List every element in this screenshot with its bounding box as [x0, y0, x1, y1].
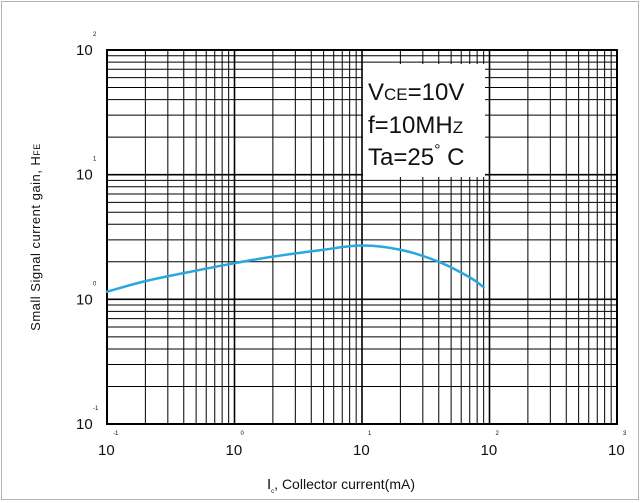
x-tick-label: 10: [226, 442, 243, 459]
y-tick-exponent: 1: [93, 157, 97, 163]
y-tick-label: 10: [76, 416, 93, 433]
x-tick-labels: 10 -1 10 0 10 1 10 2 10 3: [98, 431, 627, 459]
x-axis-label: Ic, Collector current(mA): [267, 476, 415, 495]
x-tick-label: 10: [353, 442, 370, 459]
annotation-line-2: f=10MHZ: [368, 112, 463, 139]
series-line: [105, 244, 485, 294]
x-tick-exponent: -1: [113, 431, 119, 437]
x-tick-exponent: 3: [623, 431, 627, 437]
annotation-box: VCE=10V f=10MHZ Ta=25° C: [363, 64, 485, 177]
y-tick-exponent: -1: [93, 406, 99, 412]
x-tick-exponent: 1: [368, 431, 372, 437]
annotation-line-1: VCE=10V: [368, 79, 464, 106]
y-tick-exponent: 0: [93, 281, 97, 287]
y-tick-label: 10: [76, 167, 93, 184]
plot-border: [106, 49, 618, 425]
x-tick-exponent: 0: [241, 431, 245, 437]
x-tick-exponent: 2: [496, 431, 500, 437]
grid: [107, 50, 617, 424]
y-axis-label: Small Signal current gain, HFE: [28, 143, 43, 331]
x-tick-label: 10: [608, 442, 625, 459]
y-tick-label: 10: [76, 291, 93, 308]
y-tick-label: 10: [76, 42, 93, 59]
annotation-line-3: Ta=25° C: [368, 142, 464, 171]
annotation-background: [363, 64, 485, 177]
x-tick-label: 10: [481, 442, 498, 459]
y-tick-exponent: 2: [93, 32, 97, 38]
series-layer: [105, 244, 485, 294]
x-tick-label: 10: [98, 442, 115, 459]
